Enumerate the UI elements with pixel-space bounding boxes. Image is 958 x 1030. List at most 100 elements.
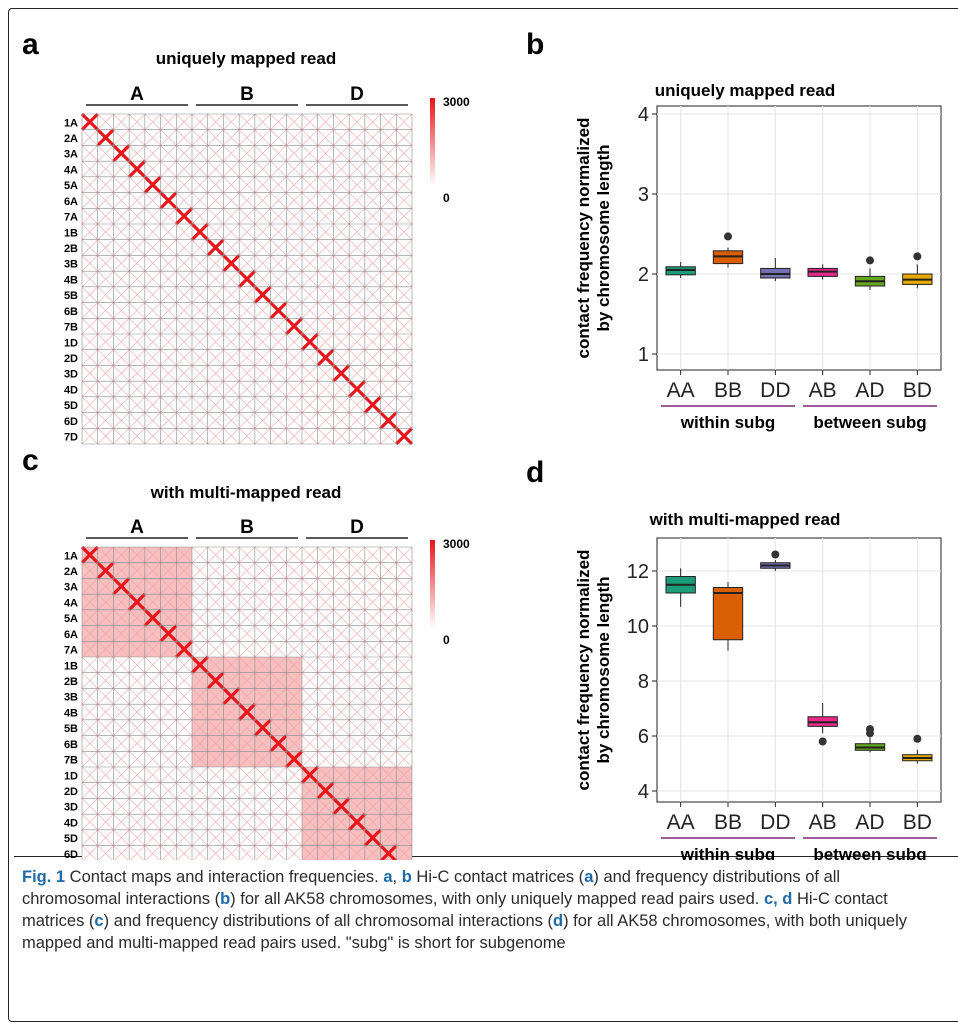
panel-letter-a: a [22,28,39,61]
heatmap-cell [97,813,114,831]
heatmap-cell [286,625,303,642]
heatmap-cell [113,641,130,658]
heatmap-cell [286,546,303,563]
heatmap-cell [81,766,98,783]
heatmap-cell [160,656,177,673]
heatmap-cell [380,428,397,445]
x-tick-label: AA [667,379,695,402]
heatmap-cell [223,396,240,413]
heatmap-cell [160,318,177,335]
heatmap-cell [191,160,208,178]
heatmap-cell [160,546,177,563]
y-tick-label: 3 [638,184,649,206]
group-label: within subg [680,413,775,432]
heatmap-cell [348,333,366,350]
heatmap-cell [364,270,381,288]
heatmap-cell [396,688,413,705]
heatmap-cell [286,396,303,413]
heatmap-cell [207,625,224,642]
heatmap-cell [144,286,161,303]
heatmap-cell [176,160,193,178]
heatmap-cell [128,223,146,240]
chromosome-label: 6D [64,849,78,860]
heatmap-cell [396,641,413,658]
heatmap-cell [143,175,162,194]
caption-letter: d [553,912,564,930]
heatmap-cell [396,719,413,736]
y-tick-label: 8 [638,671,649,693]
heatmap-cell [113,782,130,799]
heatmap-cell [238,160,256,178]
heatmap-cell [317,223,334,240]
heatmap-cell [301,208,318,225]
heatmap-cell [254,813,271,831]
heatmap-cell [190,222,209,241]
heatmap-cell [348,223,366,240]
heatmap-cell [363,395,382,414]
heatmap-cell [223,412,240,429]
heatmap-cell [317,625,334,642]
x-tick-label: BB [714,379,742,402]
heatmap-cell [286,365,303,382]
heatmap-cell [270,782,287,799]
heatmap-cell [270,333,287,350]
heatmap-cell [128,302,146,319]
heatmap-cell [317,798,334,815]
box-outlier [913,252,922,261]
heatmap-cell [113,129,130,146]
heatmap-cell [160,719,177,736]
heatmap-cell [97,782,114,799]
heatmap-cell [97,656,114,673]
heatmap-cell [208,845,224,860]
heatmap-cell [207,286,224,303]
chromosome-label: 1B [64,660,78,672]
heatmap-cell [97,829,114,846]
heatmap-cell [380,349,397,366]
heatmap-cell [81,145,98,162]
heatmap-cell [191,396,208,413]
heatmap-cell [333,625,350,642]
y-axis-label: by chromosome length [594,576,613,763]
heatmap-cell [113,208,130,225]
heatmap-cell [254,546,271,563]
heatmap-cell [364,333,381,350]
caption-letter: a [383,868,393,886]
heatmap-cell [160,593,177,611]
heatmap-cell [317,270,334,288]
heatmap-cell [348,593,366,611]
heatmap-cell [161,845,177,860]
heatmap-cell [97,672,114,689]
heatmap-cell [301,813,318,831]
heatmap-cell [300,765,319,784]
chromosome-label: 3D [64,369,78,381]
heatmap-cell [364,766,381,783]
heatmap-cell [317,546,334,563]
heatmap-cell [160,609,177,626]
heatmap-cell [333,735,350,752]
heatmap-cell [191,672,208,689]
heatmap-cell [396,625,413,642]
heatmap-cell [81,380,98,398]
heatmap-cell [316,348,335,367]
heatmap-cell [238,255,256,272]
heatmap-cell [333,672,350,689]
panel-letter-c: c [22,444,39,477]
heatmap-cell [191,703,208,721]
heatmap-cell [223,113,240,130]
box-outlier [771,550,780,559]
heatmap-cell [301,782,318,799]
heatmap-cell [81,813,98,831]
heatmap-cell [317,208,334,225]
heatmap-cell [317,302,334,319]
heatmap-cell [223,672,240,689]
heatmap-cell [144,223,161,240]
panel-letter-d: d [526,456,544,489]
heatmap-cell [238,286,256,303]
heatmap-cell [380,829,397,846]
heatmap-cell [144,656,161,673]
heatmap-cell [160,672,177,689]
heatmap-cell [113,751,130,768]
heatmap-cell [396,208,413,225]
heatmap-cell [97,270,114,288]
heatmap-cell [112,577,131,596]
